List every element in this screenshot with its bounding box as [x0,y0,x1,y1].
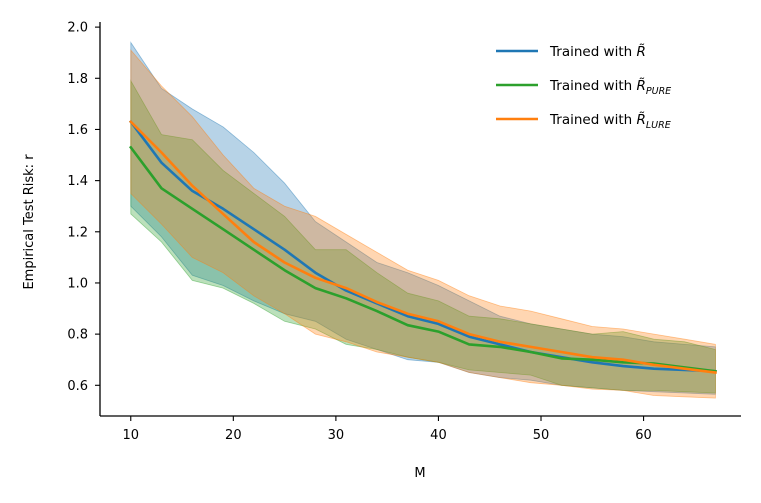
series-lines [128,119,717,374]
legend: Trained with R̃ Trained with R̃PURE Traine… [496,44,671,131]
y-tick-label: 1.0 [67,276,88,291]
line-series-3 [128,119,717,374]
y-tick-label: 0.6 [67,379,88,394]
y-tick-label: 1.2 [67,225,88,240]
band-series-3 [130,49,716,399]
legend-label-1: Trained with R̃ [549,44,646,60]
y-tick-label: 2.0 [67,21,88,36]
line-series-2 [128,145,717,373]
line-series-1 [128,119,717,373]
x-tick-label: 40 [430,428,447,443]
ticks: 10 20 30 40 50 60 0.6 0.8 1.0 1.2 1.4 1.6 1.8 2.0 [67,21,652,443]
x-tick-label: 20 [225,428,242,443]
axes [99,22,741,417]
confidence-bands [130,41,716,399]
y-tick-label: 0.8 [67,328,88,343]
legend-label-3: Trained with R̃LURE [549,112,671,131]
x-tick-label: 10 [122,428,139,443]
legend-label-2: Trained with R̃PURE [549,78,671,97]
y-tick-label: 1.8 [67,72,88,87]
y-tick-label: 1.4 [67,174,88,189]
x-tick-label: 50 [533,428,550,443]
x-axis-label: M [414,466,425,481]
band-series-2 [130,79,716,394]
y-axis-label: Empirical Test Risk: r [22,154,37,290]
y-tick-label: 1.6 [67,123,88,138]
x-tick-label: 60 [635,428,652,443]
x-tick-label: 30 [328,428,345,443]
band-series-1 [130,41,716,395]
